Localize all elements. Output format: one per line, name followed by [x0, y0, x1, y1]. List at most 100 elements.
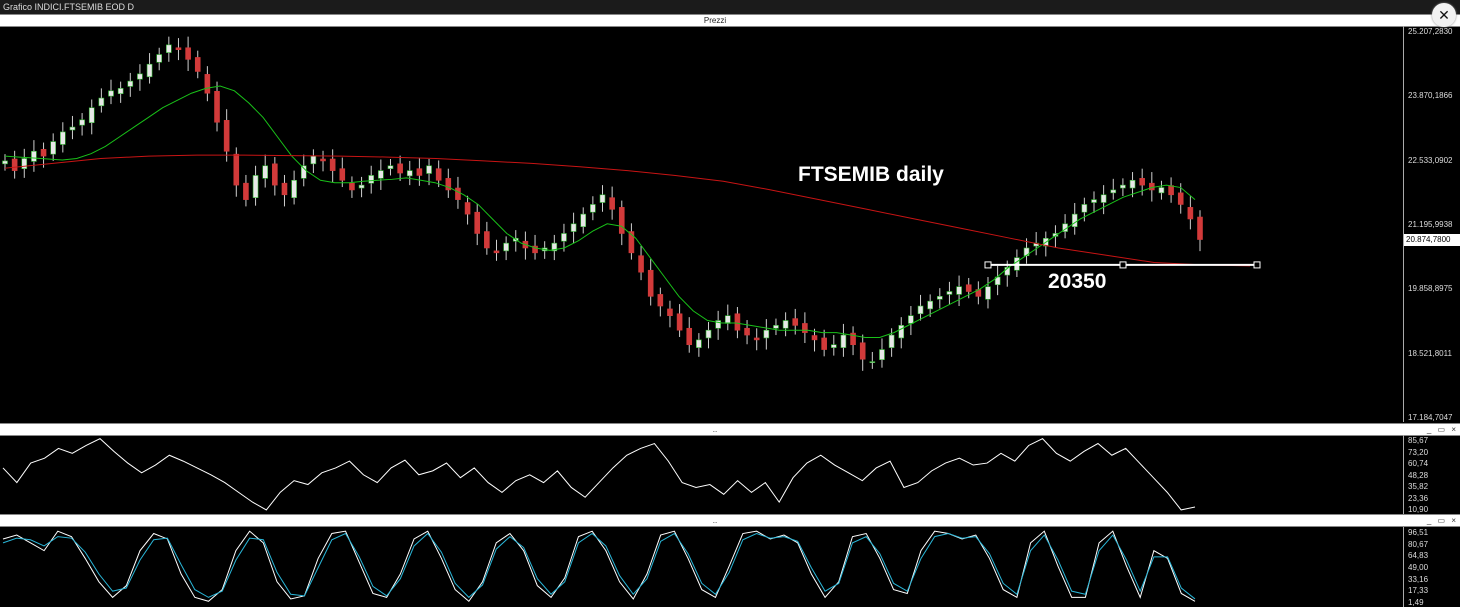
candle-body: [956, 286, 962, 295]
candle-body: [927, 300, 933, 310]
candle-body: [705, 329, 712, 339]
stochastic-axis-tick: 96,51: [1408, 528, 1429, 537]
candle-body: [31, 150, 37, 162]
candle-body: [21, 158, 28, 169]
price-axis: 25.207,2830 23.870,1866 22.533,0902 21.195,…: [1403, 26, 1460, 422]
candle-body: [69, 126, 76, 131]
candle-body: [879, 349, 885, 361]
candle-body: [426, 165, 432, 174]
candle-body: [310, 155, 317, 165]
candle-body: [503, 242, 509, 252]
candle-body: [1158, 187, 1165, 194]
candle-body: [561, 233, 567, 242]
candle-body: [464, 202, 471, 215]
stochastic-axis-tick: 80,67: [1408, 539, 1429, 549]
candle-body: [590, 204, 596, 213]
candle-body: [1100, 194, 1107, 203]
candle-body: [194, 57, 201, 72]
stochastic-axis-tick: 17,33: [1408, 586, 1429, 596]
candle-body: [50, 141, 56, 155]
candle-body: [243, 182, 249, 200]
candle-body: [146, 63, 153, 78]
candle-body: [908, 315, 914, 324]
stochastic-axis-tick: 49,00: [1408, 563, 1429, 572]
candle-body: [156, 54, 162, 63]
candle-body: [435, 168, 442, 181]
support-line-handle: [1119, 261, 1127, 269]
candle-body: [300, 165, 307, 179]
candle-body: [840, 334, 847, 348]
candle-body: [214, 90, 220, 123]
candle-body: [782, 320, 789, 329]
rsi-chart[interactable]: [0, 435, 1403, 514]
rsi-axis-tick: 60,74: [1408, 459, 1429, 468]
candle-body: [233, 153, 240, 186]
candle-body: [406, 170, 413, 177]
candle-body: [667, 308, 673, 316]
rsi-axis-tick: 48,28: [1408, 470, 1429, 480]
candle-body: [349, 182, 355, 191]
support-level-label: 20350: [1048, 270, 1107, 293]
candle-body: [898, 325, 905, 339]
stochastic-chart[interactable]: [0, 527, 1403, 607]
candle-body: [609, 197, 615, 210]
candle-body: [792, 318, 799, 326]
price-axis-tick: 19.858,8975: [1408, 284, 1453, 294]
candle-body: [474, 211, 481, 234]
candle-body: [830, 344, 837, 348]
rsi-axis-tick: 85,67: [1408, 436, 1429, 445]
candle-body: [1110, 189, 1117, 194]
candle-body: [532, 245, 538, 254]
stoch-panel-controls[interactable]: _ ▭ ×: [1426, 516, 1458, 525]
candle-body: [744, 327, 750, 336]
candle-body: [185, 47, 191, 60]
candle-body: [811, 335, 818, 341]
candle-body: [551, 242, 558, 252]
price-chart[interactable]: [0, 26, 1403, 422]
ma-short-line: [4, 85, 1196, 338]
candle-body: [859, 342, 866, 360]
candle-body: [917, 305, 924, 315]
candle-body: [888, 334, 895, 348]
chart-annotation-title: FTSEMIB daily: [798, 163, 944, 186]
candle-body: [1052, 233, 1059, 237]
candle-body: [1071, 213, 1078, 228]
candle-body: [1177, 192, 1184, 205]
candle-body: [802, 323, 808, 333]
last-price-label: 20.874,7800: [1404, 233, 1460, 246]
window-titlebar: Grafico INDICI.FTSEMIB EOD D: [0, 0, 1460, 15]
ma-long-line: [4, 154, 1251, 267]
candle-body: [262, 165, 269, 179]
support-line-handle: [984, 261, 992, 269]
candle-body: [117, 88, 124, 95]
rsi-panel-label: ..: [712, 425, 718, 434]
price-axis-tick: 22.533,0902: [1408, 155, 1453, 165]
candle-body: [40, 149, 47, 157]
candle-body: [638, 255, 644, 273]
rsi-axis-tick: 35,82: [1408, 482, 1429, 491]
rsi-panel-controls[interactable]: _ ▭ ×: [1426, 425, 1458, 434]
candle-body: [387, 165, 394, 169]
candle-body: [599, 194, 606, 203]
candle-body: [1149, 182, 1155, 191]
candle-body: [985, 286, 991, 300]
stochastic-axis: 96,51 80,67 64,83 49,00 33,16 17,33 1,49: [1403, 527, 1460, 607]
price-axis-tick: 21.195,9938: [1408, 220, 1453, 229]
close-icon[interactable]: ✕: [1432, 3, 1456, 27]
candle-body: [1120, 184, 1126, 189]
candle-body: [965, 284, 972, 292]
rsi-line: [2, 438, 1196, 511]
price-axis-tick: 17.184,7047: [1408, 413, 1453, 422]
candle-body: [686, 327, 693, 346]
price-axis-tick: 25.207,2830: [1408, 27, 1453, 36]
candle-body: [869, 361, 876, 363]
candle-body: [291, 179, 297, 198]
candle-body: [445, 178, 452, 191]
rsi-axis-tick: 23,36: [1408, 493, 1429, 503]
candle-body: [493, 250, 500, 254]
candle-body: [358, 184, 365, 189]
candle-body: [2, 160, 8, 165]
candle-body: [175, 47, 182, 50]
candle-body: [416, 168, 423, 176]
candle-body: [252, 175, 259, 198]
